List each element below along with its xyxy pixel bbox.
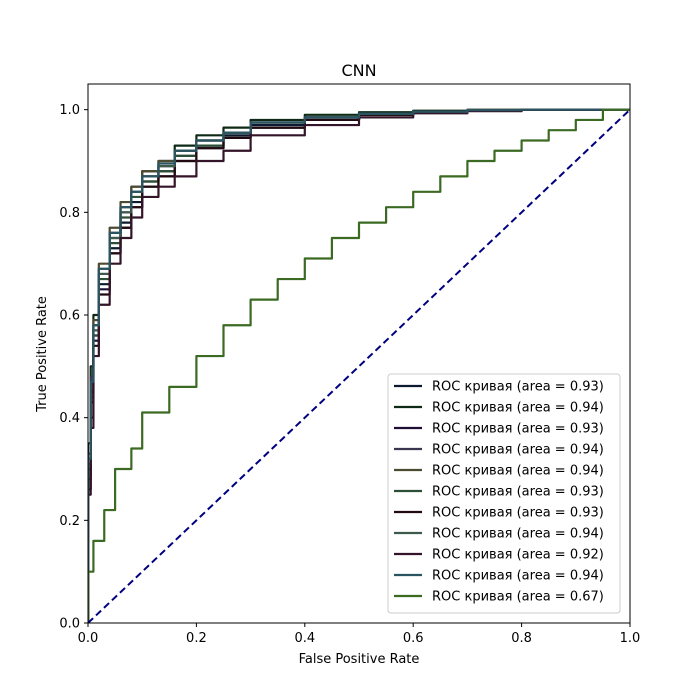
x-tick-label: 0.2 [186,631,207,646]
legend-entry-label: ROC кривая (area = 0.94) [432,569,604,584]
y-tick-label: 0.4 [59,411,80,426]
legend-box [387,373,621,614]
legend-entry-label: ROC кривая (area = 0.93) [432,380,604,395]
legend-entry-label: ROC кривая (area = 0.94) [432,401,604,416]
legend-entry-label: ROC кривая (area = 0.67) [432,590,604,605]
y-tick-label: 1.0 [59,103,80,118]
y-tick-label: 0.0 [59,617,80,632]
series-layer [88,108,630,623]
y-tick-label: 0.6 [59,309,80,324]
diagonal-reference-line [88,108,630,623]
legend: ROC кривая (area = 0.93) ROC кривая (area… [387,373,621,614]
x-axis-label: False Positive Rate [299,652,420,667]
y-axis-label: True Positive Rate [35,296,50,413]
plot-frame [87,83,631,624]
legend-entry-label: ROC кривая (area = 0.93) [432,485,604,500]
roc-series-line-10 [88,108,630,623]
chart-title: CNN [341,61,376,80]
legend-entry-label: ROC кривая (area = 0.94) [432,443,604,458]
roc-series-line-11 [88,108,630,623]
legend-entry-label: ROC кривая (area = 0.92) [432,548,604,563]
legend-entry-label: ROC кривая (area = 0.93) [432,422,604,437]
x-tick-label: 0.0 [78,631,99,646]
y-tick-label: 0.8 [59,206,80,221]
x-tick-label: 0.8 [511,631,532,646]
legend-entry-label: ROC кривая (area = 0.94) [432,464,604,479]
axis-ticks: 0.0 0.2 0.4 0.6 0.8 1.0 0.0 0.2 0.4 0.6 0.8 1.0 [59,103,640,646]
x-tick-label: 0.4 [294,631,315,646]
y-tick-label: 0.2 [59,514,80,529]
x-tick-label: 0.6 [403,631,424,646]
x-tick-label: 1.0 [620,631,641,646]
legend-entry-label: ROC кривая (area = 0.94) [432,527,604,542]
legend-entry-label: ROC кривая (area = 0.93) [432,506,604,521]
